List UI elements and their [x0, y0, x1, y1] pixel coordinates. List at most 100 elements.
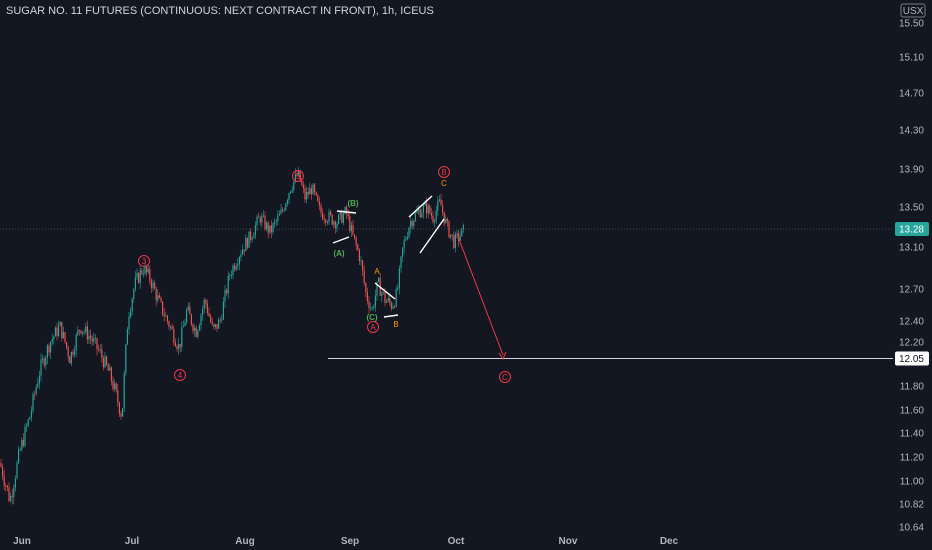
- y-tick-label: 11.20: [900, 453, 925, 464]
- candle: [107, 362, 109, 371]
- candle: [70, 351, 72, 367]
- candle: [77, 325, 79, 337]
- candle: [22, 433, 24, 448]
- y-tick-label: 11.60: [900, 406, 925, 417]
- candle: [5, 483, 7, 492]
- candle: [440, 193, 442, 206]
- candle: [13, 484, 15, 505]
- candle: [382, 291, 384, 295]
- candle: [158, 292, 160, 299]
- wave-label-c-minor: C: [441, 179, 447, 188]
- x-tick-label: Jul: [125, 536, 140, 547]
- candle: [120, 410, 122, 420]
- candle: [21, 437, 23, 453]
- candle: [205, 298, 207, 309]
- candle: [267, 220, 269, 239]
- candle: [163, 308, 165, 322]
- candle: [197, 329, 199, 339]
- wave-line-a[interactable]: [332, 236, 350, 244]
- y-tick-label: 14.30: [899, 126, 924, 137]
- candle: [278, 210, 280, 216]
- svg-text:A: A: [370, 323, 376, 332]
- candle: [232, 263, 234, 280]
- candle: [29, 416, 31, 420]
- candle: [186, 307, 188, 325]
- candle: [195, 325, 197, 338]
- y-tick-label: 11.40: [900, 429, 925, 440]
- candle: [104, 352, 106, 369]
- candle: [117, 383, 119, 407]
- candle: [24, 423, 26, 448]
- candle: [296, 170, 298, 177]
- candle: [438, 195, 440, 203]
- candle: [406, 231, 408, 241]
- candle: [293, 180, 295, 193]
- candle: [226, 288, 228, 296]
- candle: [182, 320, 184, 328]
- candle: [51, 333, 53, 346]
- wave-label-c-sub: (C): [366, 313, 377, 322]
- wave-line-up-2[interactable]: [419, 218, 445, 254]
- candle: [432, 211, 434, 225]
- candle: [280, 203, 282, 215]
- candle: [200, 313, 202, 331]
- candle: [248, 231, 250, 248]
- candle: [210, 313, 212, 324]
- candle: [403, 235, 405, 254]
- candle: [307, 186, 309, 199]
- candle: [16, 460, 18, 480]
- candle: [386, 299, 388, 304]
- candle: [64, 331, 66, 344]
- wave-label-3: 3: [138, 255, 150, 267]
- candle: [256, 214, 258, 231]
- candle: [419, 206, 421, 219]
- y-tick-label: 15.50: [899, 19, 924, 30]
- candle: [325, 218, 327, 227]
- candle: [149, 265, 151, 285]
- chart-title: SUGAR NO. 11 FUTURES (CONTINUOUS: NEXT C…: [6, 5, 434, 17]
- candle: [334, 220, 336, 234]
- candle: [237, 258, 239, 271]
- candle: [165, 312, 167, 317]
- wave-line-abc-2[interactable]: [383, 314, 399, 318]
- candle: [282, 206, 284, 213]
- wave-line-abc-1[interactable]: [374, 282, 396, 300]
- wave-label-a-major: A: [367, 321, 379, 333]
- candle: [347, 209, 349, 221]
- candle: [213, 323, 215, 330]
- candle: [234, 262, 236, 272]
- candle: [381, 290, 383, 303]
- projection-arrow[interactable]: [456, 233, 504, 356]
- candle: [98, 344, 100, 353]
- y-tick-label: 15.10: [899, 53, 924, 64]
- wave-line-up-1[interactable]: [408, 195, 433, 218]
- candle: [405, 235, 407, 242]
- candle: [373, 304, 375, 311]
- candle: [442, 200, 444, 216]
- svg-text:5: 5: [296, 172, 301, 181]
- candle: [94, 334, 96, 344]
- candle: [141, 267, 143, 276]
- candle: [10, 492, 12, 503]
- candle: [8, 482, 10, 503]
- candle: [306, 186, 308, 204]
- y-tick-label: 11.80: [900, 382, 925, 393]
- candle: [146, 265, 148, 277]
- candle: [454, 231, 456, 253]
- candle: [202, 305, 204, 321]
- candle: [179, 343, 181, 353]
- candle: [112, 376, 114, 392]
- candle: [365, 281, 367, 298]
- y-tick-label: 12.40: [899, 317, 924, 328]
- candle: [166, 314, 168, 325]
- wave-line-b[interactable]: [336, 210, 357, 214]
- candle: [214, 323, 216, 330]
- candle: [395, 286, 397, 308]
- candle: [142, 267, 144, 278]
- currency-badge[interactable]: USX: [900, 3, 926, 18]
- candle: [222, 296, 224, 321]
- candle: [437, 196, 439, 216]
- candle: [171, 323, 173, 330]
